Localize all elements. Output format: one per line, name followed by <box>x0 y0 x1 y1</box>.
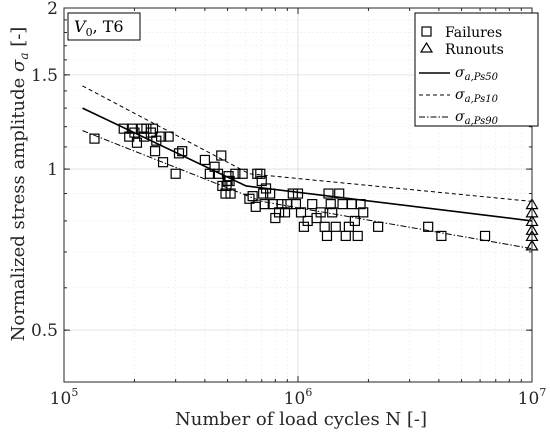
failure-point <box>352 230 363 242</box>
ticks-layer: 105 106 107 0.5 1 1.5 2 <box>31 0 546 409</box>
legend: Failures Runouts σa,Ps50 σa,Ps10 σa,Ps90 <box>414 12 539 127</box>
failure-point <box>436 230 447 242</box>
failure-point <box>373 221 384 232</box>
legend-label-ps90: σa,Ps90 <box>455 109 499 127</box>
legend-ps50-symbol: σ <box>455 65 465 81</box>
failure-point <box>340 230 351 242</box>
chart-title-box: V0, T6 <box>67 12 141 41</box>
legend-marker-runouts <box>419 41 434 53</box>
series-layer <box>82 85 539 251</box>
failure-point <box>337 199 348 210</box>
y-tick-label: 1.5 <box>31 66 58 86</box>
failure-point <box>330 221 341 232</box>
series-line-solid <box>82 107 533 222</box>
y-tick-label: 1 <box>47 160 58 180</box>
failure-point <box>279 207 291 218</box>
failure-point <box>358 207 369 218</box>
failure-point <box>479 230 491 242</box>
failure-point <box>147 123 159 134</box>
legend-label-failures: Failures <box>445 25 502 41</box>
chart-title-sub: 0 <box>86 26 93 39</box>
y-axis-label: Normalized stress amplitude σa [-] <box>8 27 31 342</box>
failure-point <box>255 168 266 179</box>
y-axis-label-symbol: σ <box>8 59 29 72</box>
y-tick-label: 0.5 <box>31 321 58 341</box>
x-tick-label: 107 <box>518 386 547 409</box>
failure-point <box>321 230 333 242</box>
failure-point <box>225 188 236 199</box>
failure-point <box>259 199 270 210</box>
failure-point <box>287 188 298 199</box>
chart-title-rest: , T6 <box>93 17 124 36</box>
failure-point <box>307 199 318 210</box>
legend-ps50-sub: a,Ps50 <box>465 72 499 83</box>
y-axis-label-text: Normalized stress amplitude <box>8 72 29 341</box>
legend-frame <box>414 12 539 127</box>
legend-ps10-sub: a,Ps10 <box>465 94 499 105</box>
chart-title-frame <box>67 12 141 41</box>
failure-point <box>298 221 310 232</box>
y-axis-label-subscript: a <box>17 53 31 60</box>
failure-point <box>156 131 167 142</box>
failure-point <box>346 199 358 210</box>
failure-point <box>349 215 360 227</box>
failure-point <box>212 168 224 179</box>
chart-title: V0, T6 <box>74 17 124 39</box>
legend-marker-failures <box>421 26 432 37</box>
failure-point <box>327 207 338 218</box>
failure-point <box>163 131 174 142</box>
x-tick-label: 105 <box>50 386 79 409</box>
legend-label-ps50: σa,Ps50 <box>455 65 499 83</box>
failure-point <box>173 148 185 159</box>
y-tick-label: 2 <box>47 0 58 19</box>
legend-ps90-sub: a,Ps90 <box>465 116 499 127</box>
legend-label-ps10: σa,Ps10 <box>455 87 499 105</box>
y-axis-label-unit: [-] <box>8 27 29 53</box>
failure-point <box>118 123 129 134</box>
failure-point <box>325 199 336 210</box>
failure-point <box>199 154 210 166</box>
failure-point <box>131 137 143 148</box>
series-line-dashdot <box>82 130 533 250</box>
failure-point <box>89 133 100 144</box>
legend-ps90-symbol: σ <box>455 109 465 125</box>
legend-ps10-symbol: σ <box>455 87 465 103</box>
failure-point <box>343 221 354 232</box>
x-axis-label: Number of load cycles N [-] <box>175 409 427 430</box>
x-tick-label: 106 <box>284 386 313 409</box>
failure-point <box>273 207 285 218</box>
failure-point <box>319 221 330 232</box>
failure-point <box>216 150 227 161</box>
failure-point <box>149 146 161 157</box>
failure-point <box>323 188 334 199</box>
failure-point <box>170 168 181 179</box>
failure-point <box>270 212 281 224</box>
failure-point <box>230 168 241 179</box>
failure-point <box>237 168 248 179</box>
failure-point <box>258 188 269 199</box>
chart-title-main: V <box>74 17 87 36</box>
legend-label-runouts: Runouts <box>445 42 504 58</box>
failure-point <box>423 221 434 232</box>
failure-point <box>157 157 169 168</box>
